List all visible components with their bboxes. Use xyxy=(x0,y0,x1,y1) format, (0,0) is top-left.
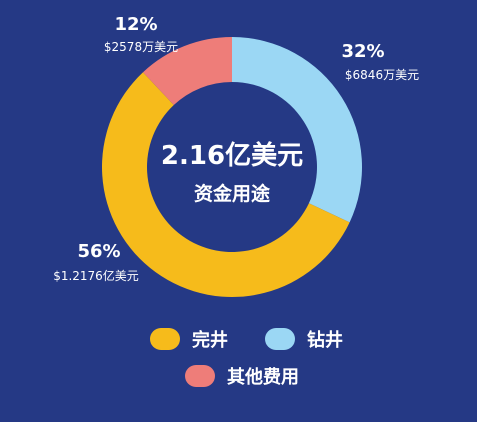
legend-item-completion: 完井 xyxy=(150,326,228,352)
center-label: 资金用途 xyxy=(194,182,271,205)
legend-item-drilling: 钻井 xyxy=(265,326,343,352)
legend-label-completion: 完井 xyxy=(192,330,228,351)
legend-label-other-costs: 其他费用 xyxy=(227,367,299,388)
donut-slice-0 xyxy=(232,37,362,223)
legend-swatch-other-costs xyxy=(185,365,215,387)
legend-label-drilling: 钻井 xyxy=(307,330,343,351)
amount-label-0: $6846万美元 xyxy=(345,68,419,82)
legend-swatch-drilling xyxy=(265,328,295,350)
donut-hole xyxy=(148,83,316,251)
legend-swatch-completion xyxy=(150,328,180,350)
amount-label-1: $1.2176亿美元 xyxy=(53,268,139,283)
donut-slice-2 xyxy=(143,37,232,106)
percent-label-1: 56% xyxy=(77,241,120,262)
center-value: 2.16亿美元 xyxy=(161,140,303,171)
percent-label-0: 32% xyxy=(341,41,384,62)
donut-slice-1 xyxy=(101,72,350,298)
legend-item-other-costs: 其他费用 xyxy=(185,363,299,389)
percent-label-2: 12% xyxy=(114,14,157,35)
amount-label-2: $2578万美元 xyxy=(104,40,178,54)
